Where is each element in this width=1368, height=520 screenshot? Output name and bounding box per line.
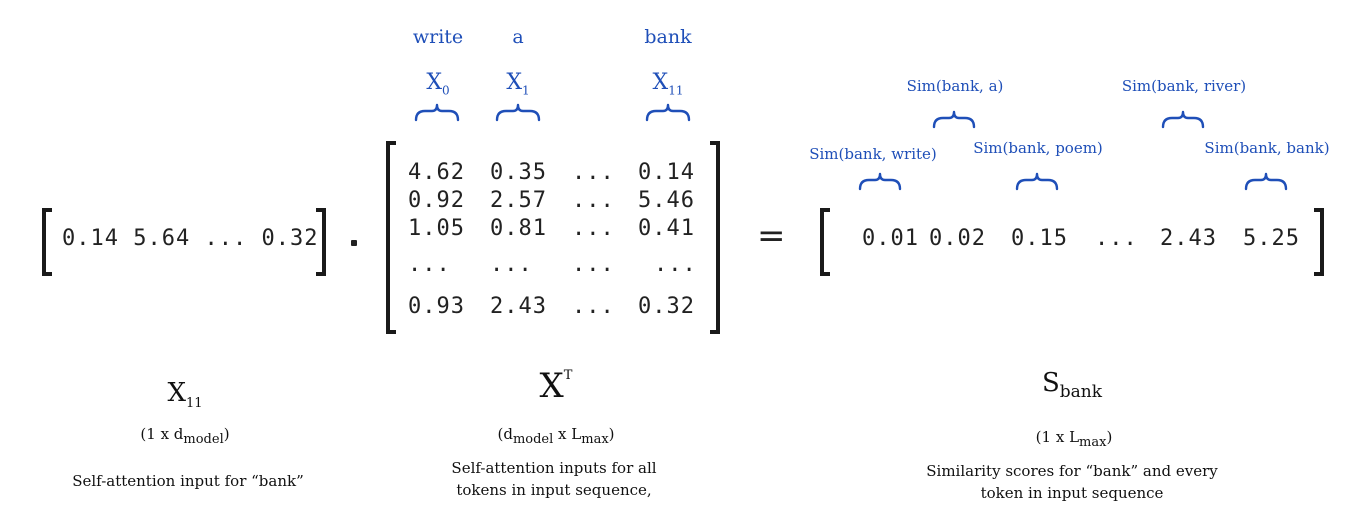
matrix-cell: 5.46 [638,188,695,213]
sim-label-write: Sim(bank, write) [809,145,937,163]
matrix-description: Self-attention inputs for all tokens in … [451,459,657,499]
matrix-symbol: XT [539,366,573,406]
similarity-scores-description: Similarity scores for “bank” and every t… [926,462,1218,502]
matrix-cell: ... [572,252,615,277]
matrix-grid: 4.62 0.35 ... 0.14 0.92 2.57 ... 5.46 1.… [408,160,698,322]
query-vector-description: Self-attention input for “bank” [72,472,304,490]
matrix-cell: 0.92 [408,188,465,213]
brace-x1-icon [495,103,541,122]
matrix-row: 0.93 2.43 ... 0.32 [408,294,698,322]
matrix-right-bracket [710,141,720,334]
equals-operator: = [757,216,786,256]
query-vector-values: 0.14 5.64 ... 0.32 [62,226,318,251]
sim-label-river: Sim(bank, river) [1121,77,1247,95]
query-vector-cell: 0.32 [261,226,319,251]
matrix-cell: 0.81 [490,216,547,241]
matrix-cell: 0.93 [408,294,465,319]
token-symbol-x1: X1 [506,70,530,98]
result-vector-right-bracket [1314,208,1324,276]
query-vector-dims: (1 x dmodel) [140,425,230,447]
matrix-row: 1.05 0.81 ... 0.41 [408,216,698,252]
matrix-cell: ... [572,294,615,319]
brace-x0-icon [414,103,460,122]
matrix-cell: ... [408,252,451,277]
query-vector-cell: 0.14 [62,226,119,251]
result-cell-5: 5.25 [1243,226,1300,251]
dot-product-operator [351,240,357,246]
matrix-cell: ... [572,216,615,241]
matrix-cell: ... [490,252,533,277]
brace-sim-a-icon [932,110,976,129]
query-vector-right-bracket [316,208,326,276]
matrix-row: ... ... ... ... [408,252,698,294]
sim-label-poem: Sim(bank, poem) [973,139,1103,157]
matrix-row: 0.92 2.57 ... 5.46 [408,188,698,216]
matrix-cell: ... [654,252,697,277]
matrix-cell: 2.57 [490,188,547,213]
brace-x11-icon [645,103,691,122]
brace-sim-write-icon [858,172,902,191]
matrix-cell: 0.32 [638,294,695,319]
matrix-cell: 0.35 [490,160,547,185]
matrix-left-bracket [386,141,396,334]
token-word-write: write [412,26,464,48]
query-vector-cell: 5.64 [133,226,191,251]
token-word-bank: bank [644,26,692,48]
token-symbol-x11: X11 [652,70,684,98]
result-cell-0: 0.01 [862,226,919,251]
query-vector-cell: ... [204,226,248,251]
result-cell-2: 0.15 [1011,226,1068,251]
matrix-cell: 2.43 [490,294,547,319]
matrix-cell: 4.62 [408,160,465,185]
similarity-scores-symbol: Sbank [1041,368,1103,403]
matrix-cell: 1.05 [408,216,465,241]
matrix-cell: ... [572,188,615,213]
matrix-dims: (dmodel x Lmax) [497,425,615,447]
matrix-cell: ... [572,160,615,185]
query-vector-left-bracket [42,208,52,276]
matrix-row: 4.62 0.35 ... 0.14 [408,160,698,188]
token-symbol-x0: X0 [426,70,450,98]
sim-label-a: Sim(bank, a) [906,77,1004,95]
brace-sim-poem-icon [1015,172,1059,191]
brace-sim-river-icon [1161,110,1205,129]
query-vector-symbol: X11 [167,378,203,412]
brace-sim-bank-icon [1244,172,1288,191]
result-cell-4: 2.43 [1160,226,1217,251]
matrix-cell: 0.14 [638,160,695,185]
result-cell-3: ... [1095,226,1138,251]
matrix-cell: 0.41 [638,216,695,241]
result-cell-1: 0.02 [929,226,986,251]
sim-label-bank: Sim(bank, bank) [1204,139,1330,157]
similarity-scores-dims: (1 x Lmax) [1035,428,1113,450]
result-vector-left-bracket [820,208,830,276]
token-word-a: a [512,26,524,48]
